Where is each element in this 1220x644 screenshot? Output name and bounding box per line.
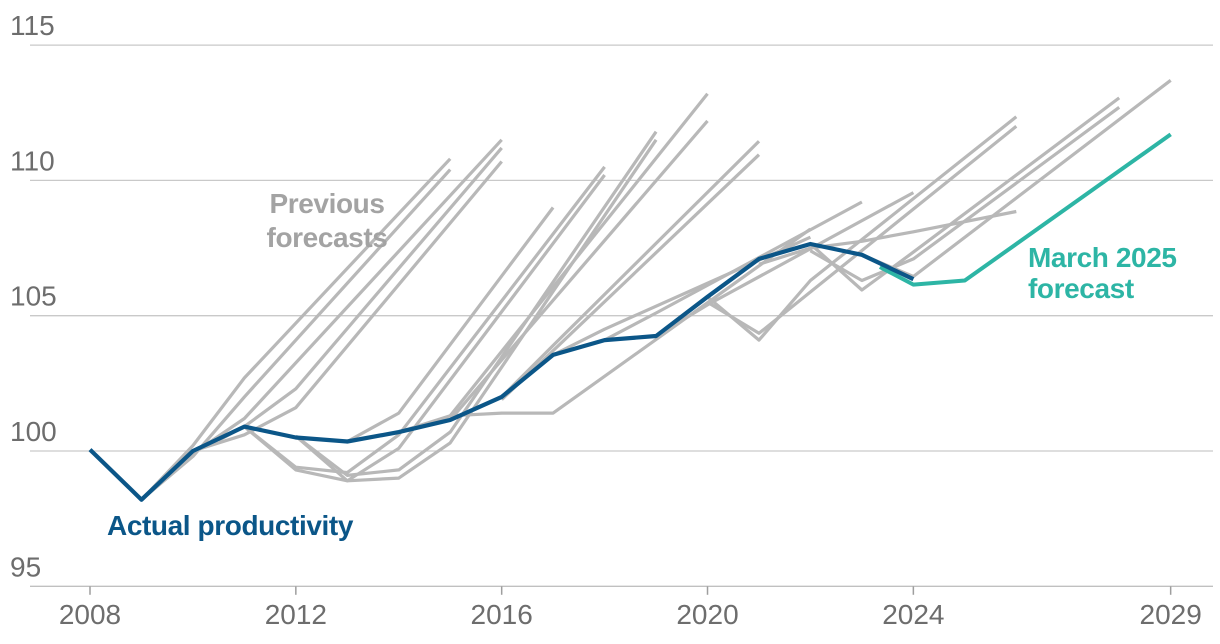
previous-forecast-line (500, 140, 761, 399)
previous-forecast-line (758, 209, 1017, 266)
march-2025-forecast-label: March 2025 forecast (1028, 242, 1177, 304)
previous-forecast-line (706, 125, 1018, 335)
y-axis-tick-label: 100 (10, 416, 57, 447)
x-axis-tick-label: 2016 (471, 599, 533, 630)
x-axis-tick-label: 2020 (676, 599, 738, 630)
y-axis-tick-label: 95 (10, 551, 41, 582)
actual-productivity-line (88, 241, 915, 502)
x-axis-tick-label: 2024 (882, 599, 944, 630)
previous-forecast-line (706, 115, 1018, 342)
previous-forecast-line (346, 206, 555, 443)
y-axis-tick-label: 115 (10, 10, 55, 41)
previous-forecast-line (398, 227, 812, 434)
actual-productivity-label: Actual productivity (107, 510, 353, 541)
x-axis-tick-label: 2012 (265, 599, 327, 630)
previous-forecast-line (655, 191, 915, 338)
y-axis-tick-label: 105 (10, 281, 57, 312)
march-2025-forecast-line (878, 132, 1172, 287)
x-axis-tick-label: 2029 (1140, 599, 1202, 630)
previous-forecasts-label: Previous forecasts (266, 188, 388, 253)
x-axis-tick-label: 2008 (59, 599, 121, 630)
previous-forecast-line (603, 200, 863, 342)
y-axis-tick-label: 110 (10, 145, 55, 176)
previous-forecast-line (448, 119, 709, 421)
previous-forecast-line (448, 92, 709, 417)
previous-forecast-line (500, 153, 761, 401)
previous-forecast-line (192, 160, 503, 453)
